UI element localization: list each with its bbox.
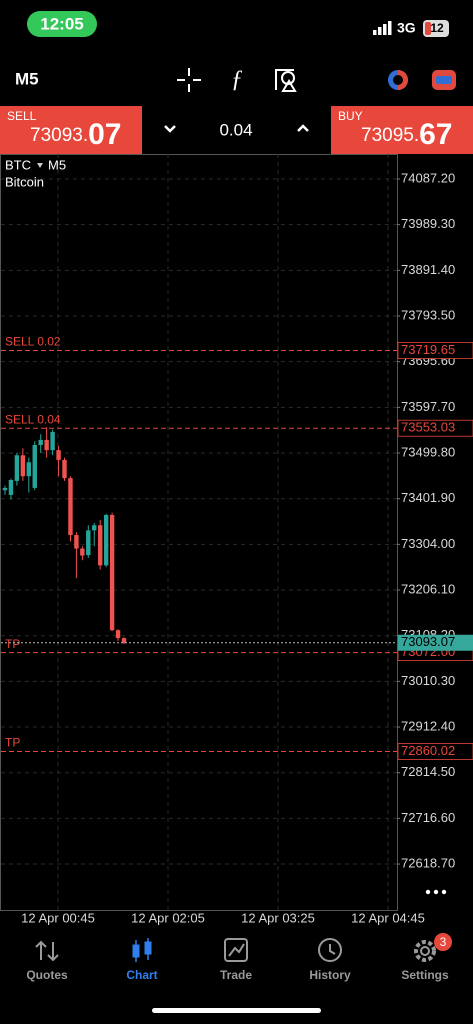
candle-body <box>8 479 14 495</box>
symbol-description: Bitcoin <box>5 174 44 189</box>
x-tick-label: 12 Apr 02:05 <box>131 910 205 925</box>
candle-body <box>20 455 26 477</box>
time-pill <box>27 11 97 37</box>
sell-label: SELL <box>7 109 37 123</box>
candle-body <box>50 431 55 451</box>
accounts-button[interactable] <box>388 70 408 90</box>
candle-body <box>121 638 127 643</box>
sell-price-main: 73093. <box>30 125 88 146</box>
candle-body <box>115 630 121 639</box>
buy-button[interactable] <box>331 106 473 154</box>
symbol: BTC <box>5 157 31 172</box>
x-tick-label: 12 Apr 03:25 <box>241 910 315 925</box>
nav-chart[interactable]: Chart <box>126 968 157 982</box>
candle-body <box>38 439 43 445</box>
more-button[interactable] <box>425 889 447 895</box>
y-tick-label: 73401.90 <box>401 490 455 505</box>
candle-body <box>68 478 73 536</box>
buy-label: BUY <box>338 109 363 123</box>
status-time: 12:05 <box>40 14 83 33</box>
price-line-label: 73553.03 <box>401 420 455 435</box>
price-line-label-bg <box>397 419 473 437</box>
y-tick-label: 72912.40 <box>401 718 455 733</box>
sell-button[interactable] <box>0 106 142 154</box>
candle-body <box>103 514 109 566</box>
nav-settings[interactable]: Settings <box>401 968 449 982</box>
y-tick-label: 73010.30 <box>401 673 455 688</box>
indicators-button[interactable]: ƒ <box>231 67 243 93</box>
candle-body <box>26 462 31 477</box>
trade-button[interactable] <box>432 70 456 90</box>
settings-badge <box>434 933 452 951</box>
battery-level <box>425 22 431 35</box>
buy-price-main: 73095. <box>361 125 419 146</box>
price-line-name: SELL 0.02 <box>5 335 61 349</box>
y-tick-label: 73206.10 <box>401 581 455 596</box>
price-line-label: 72860.02 <box>401 743 455 758</box>
candle-body <box>74 535 79 549</box>
price-line-label-bg <box>397 743 473 760</box>
candle-body <box>98 525 103 566</box>
crosshair-button[interactable] <box>177 68 201 92</box>
sell-price: 73093.07 <box>30 118 122 151</box>
symbol-dropdown[interactable] <box>37 163 43 168</box>
nav-history[interactable]: History <box>309 968 351 982</box>
y-tick-label: 72716.60 <box>401 810 455 825</box>
x-tick-label: 12 Apr 04:45 <box>351 910 425 925</box>
sell-price-big: 07 <box>88 118 121 151</box>
buy-price-big: 67 <box>419 118 452 151</box>
price-line-name: TP <box>5 637 20 651</box>
volume-up[interactable] <box>297 124 309 132</box>
timeframe-button[interactable]: M5 <box>15 69 39 88</box>
quotes-icon <box>35 940 59 962</box>
price-line-name: TP <box>5 736 20 750</box>
volume-down[interactable] <box>164 125 176 133</box>
y-tick-label: 73989.30 <box>401 216 455 231</box>
y-tick-label: 73597.70 <box>401 399 455 414</box>
objects-button[interactable] <box>275 69 297 92</box>
candle-body <box>109 514 115 631</box>
candle-body <box>62 459 67 479</box>
candle-body <box>92 525 97 531</box>
settings-icon <box>414 940 436 962</box>
history-icon <box>318 938 342 962</box>
candle-body <box>2 487 8 491</box>
chart-frame <box>0 154 398 911</box>
candle-body <box>44 439 49 451</box>
candle-body <box>32 444 37 488</box>
battery-text: 12 <box>430 21 444 35</box>
candle-body <box>86 530 91 556</box>
settings-badge-count: 3 <box>440 935 447 949</box>
price-line-name: SELL 0.04 <box>5 412 61 426</box>
y-tick-label: 73891.40 <box>401 262 455 277</box>
y-tick-label: 73793.50 <box>401 307 455 322</box>
nav-trade[interactable]: Trade <box>220 968 252 982</box>
y-tick-label: 73499.80 <box>401 444 455 459</box>
signal-icon <box>373 21 392 35</box>
y-tick-label: 74087.20 <box>401 170 455 185</box>
candle-body <box>56 450 61 460</box>
x-tick-label: 12 Apr 00:45 <box>21 910 95 925</box>
nav-quotes[interactable]: Quotes <box>26 968 68 982</box>
bid-label: 73093.07 <box>401 634 455 649</box>
price-line-label: 73719.65 <box>401 342 455 357</box>
home-indicator <box>152 1008 321 1013</box>
price-line-label-bg <box>397 342 473 359</box>
y-tick-label: 73304.00 <box>401 536 455 551</box>
y-tick-label: 72814.50 <box>401 764 455 779</box>
trade-icon <box>224 938 248 962</box>
chart: 12 Apr 00:45 12 Apr 02:05 12 Apr 03:25 12 A… <box>1 154 473 925</box>
chart-timeframe: M5 <box>48 157 66 172</box>
y-tick-label: 72618.70 <box>401 855 455 870</box>
bid-label-bg <box>398 634 473 651</box>
chart-icon <box>132 938 152 962</box>
buy-price: 73095.67 <box>361 118 453 151</box>
network-type: 3G <box>397 20 416 36</box>
candle-body <box>80 548 85 556</box>
candle-body <box>14 455 20 481</box>
volume[interactable]: 0.04 <box>219 120 252 139</box>
